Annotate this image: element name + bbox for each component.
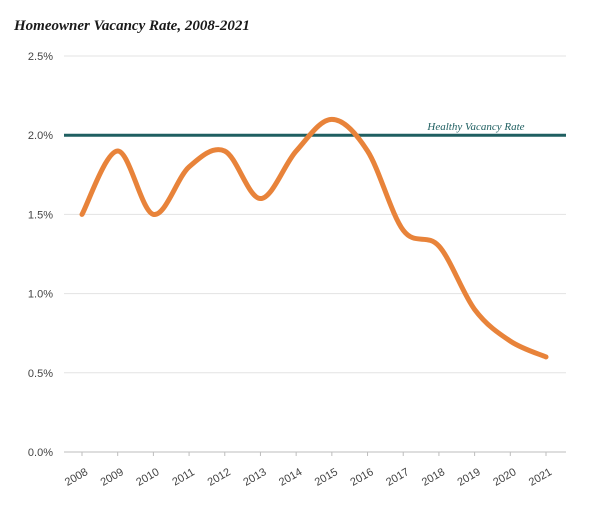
x-tick-label: 2012 <box>206 466 233 489</box>
data-point-2009 <box>115 149 120 154</box>
y-tick-label: 2.5% <box>28 51 53 63</box>
x-tick-label: 2008 <box>63 466 90 489</box>
data-point-2016 <box>365 149 370 154</box>
data-point-2019 <box>472 307 477 312</box>
data-point-2017 <box>401 228 406 233</box>
vacancy-rate-series-line <box>79 116 549 360</box>
gridlines <box>64 55 566 453</box>
x-tick-label: 2019 <box>456 466 483 489</box>
x-tick-label: 2011 <box>170 466 196 488</box>
x-tick-label: 2014 <box>277 466 304 489</box>
y-tick-label: 1.5% <box>28 209 53 221</box>
series-layer <box>79 116 549 360</box>
data-point-2014 <box>294 149 299 154</box>
x-tick-label: 2021 <box>527 466 554 489</box>
x-tick-label: 2013 <box>241 466 268 489</box>
data-point-2008 <box>80 212 85 217</box>
x-tick-label: 2016 <box>348 466 375 489</box>
x-tick-label: 2009 <box>99 466 126 489</box>
y-tick-label: 0.5% <box>28 368 53 380</box>
x-tick-label: 2020 <box>491 466 518 489</box>
data-point-2020 <box>508 339 513 344</box>
x-tick-label: 2010 <box>134 466 161 489</box>
data-point-2018 <box>436 244 441 249</box>
data-point-2015 <box>329 117 334 122</box>
reference-line-group: Healthy Vacancy Rate <box>64 121 566 137</box>
data-point-2010 <box>151 212 156 217</box>
x-tick-label: 2018 <box>420 466 447 489</box>
y-axis-tick-labels: 0.0% 0.5% 1.0% 1.5% 2.0% 2.5% <box>28 51 53 459</box>
chart-title: Homeowner Vacancy Rate, 2008-2021 <box>14 18 250 34</box>
x-axis-tick-labels: 2008 2009 2010 2011 2012 2013 2014 2015 2016 2017… <box>63 452 554 489</box>
data-point-2021 <box>544 354 549 359</box>
y-tick-label: 1.0% <box>28 289 53 301</box>
data-point-2012 <box>222 149 227 154</box>
data-point-2011 <box>187 164 192 169</box>
y-tick-label: 2.0% <box>28 130 53 142</box>
x-tick-label: 2015 <box>313 466 340 489</box>
healthy-vacancy-rate-label: Healthy Vacancy Rate <box>426 121 524 133</box>
x-tick-label: 2017 <box>384 466 411 489</box>
data-point-2013 <box>258 196 263 201</box>
y-tick-label: 0.0% <box>28 447 53 459</box>
